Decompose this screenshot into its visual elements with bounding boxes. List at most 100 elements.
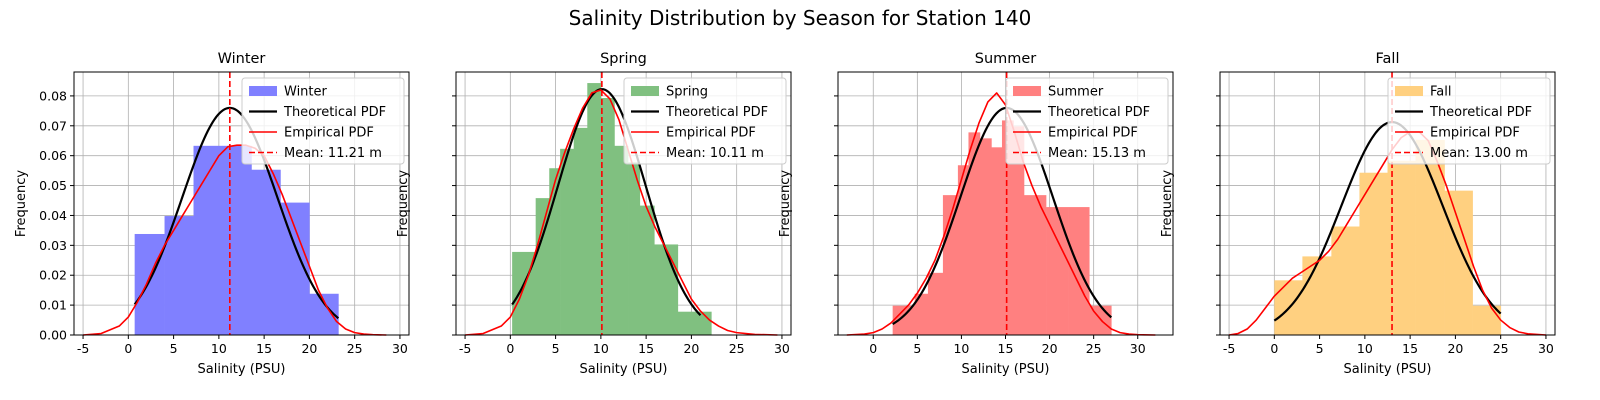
legend-label: Mean: 15.13 m: [1048, 146, 1146, 161]
x-tick-label: 0: [1270, 341, 1278, 356]
y-axis: [452, 95, 456, 336]
legend: Winter Theoretical PDF Empirical PDF Mean: …: [241, 77, 405, 165]
legend: Summer Theoretical PDF Empirical PDF Mean: …: [1005, 77, 1169, 165]
x-tick-label: 30: [392, 341, 408, 356]
histogram-bar: [914, 293, 929, 335]
legend-label: Spring: [666, 85, 708, 100]
legend-box: [1005, 77, 1169, 165]
x-tick-label: 25: [729, 341, 745, 356]
x-tick-label: 5: [552, 341, 560, 356]
legend-swatch: [1013, 86, 1041, 96]
subplot-fall: -5 0 5 10 15 20 25 30 Fall Salinity (PSU) Frequenc…: [1160, 51, 1556, 377]
x-tick-label: 15: [998, 341, 1014, 356]
histogram-bar: [560, 148, 575, 335]
legend-swatch: [249, 86, 277, 96]
histogram-bar: [549, 168, 561, 335]
legend-box: [1387, 77, 1551, 165]
x-axis: -5 0 5 10 15 20 25 30: [1223, 335, 1554, 356]
legend-label: Summer: [1048, 85, 1104, 100]
histogram-bar: [677, 311, 692, 335]
x-axis-label: Salinity (PSU): [962, 362, 1050, 377]
x-tick-label: 25: [1493, 341, 1509, 356]
legend-label: Theoretical PDF: [665, 105, 768, 120]
y-axis-label: Frequency: [396, 170, 411, 237]
subplot-title: Winter: [218, 51, 266, 67]
empirical-pdf-line: [464, 89, 778, 336]
y-tick-label: 0.03: [39, 238, 67, 253]
legend-swatch: [1395, 86, 1423, 96]
x-axis-label: Salinity (PSU): [1344, 362, 1432, 377]
histogram-bar: [639, 205, 655, 335]
empirical-pdf-line: [1228, 130, 1547, 336]
theoretical-pdf-line: [892, 106, 1113, 325]
histogram-bar: [991, 147, 1003, 335]
y-axis: 0.00 0.01 0.02 0.03 0.04 0.05 0.06 0.07 0.08: [39, 88, 74, 343]
x-tick-label: 0: [506, 341, 514, 356]
x-axis: -5 0 5 10 15 20 25 30: [459, 335, 790, 356]
y-tick-label: 0.02: [39, 268, 67, 283]
x-tick-label: 0: [124, 341, 132, 356]
x-tick-label: 10: [1357, 341, 1373, 356]
x-tick-label: 5: [170, 341, 178, 356]
histogram-bar: [927, 272, 944, 335]
histogram-bar: [968, 132, 981, 335]
histogram-bar: [193, 145, 223, 335]
legend-label: Theoretical PDF: [1429, 105, 1532, 120]
x-tick-label: 5: [1316, 341, 1324, 356]
x-tick-label: 10: [593, 341, 609, 356]
histogram-bar: [979, 138, 992, 335]
histogram-bar: [587, 83, 602, 335]
histogram-bar: [1302, 256, 1332, 335]
x-tick-label: 15: [256, 341, 272, 356]
x-axis: -5 0 5 10 15 20 25 30: [77, 335, 408, 356]
histogram-bar: [1331, 226, 1360, 335]
y-tick-label: 0.05: [39, 178, 67, 193]
histogram-bar: [654, 244, 679, 335]
legend-label: Empirical PDF: [284, 126, 374, 141]
y-axis-label: Frequency: [1160, 170, 1175, 237]
x-tick-label: 30: [774, 341, 790, 356]
legend: Fall Theoretical PDF Empirical PDF Mean: 13…: [1387, 77, 1551, 165]
subplot-spring: -5 0 5 10 15 20 25 30 Spring Salinity (PSU) Freque…: [396, 51, 792, 377]
histogram-bar: [251, 169, 281, 335]
histogram-bars: [892, 120, 1112, 335]
legend-label: Theoretical PDF: [283, 105, 386, 120]
legend-label: Mean: 13.00 m: [1430, 146, 1528, 161]
x-tick-label: 20: [1042, 341, 1058, 356]
plot-frame: [455, 71, 792, 336]
histogram-bar: [614, 145, 629, 335]
x-tick-label: 15: [638, 341, 654, 356]
x-tick-label: -5: [459, 341, 471, 356]
y-tick-label: 0.00: [39, 328, 67, 343]
y-tick-label: 0.08: [39, 88, 67, 103]
legend-label: Fall: [1430, 85, 1451, 100]
histogram-bars: [1274, 139, 1501, 335]
subplot-title: Spring: [600, 51, 647, 67]
legend-label: Mean: 11.21 m: [284, 146, 382, 161]
histogram-bar: [1013, 126, 1025, 335]
y-axis: [834, 95, 838, 336]
x-tick-label: 20: [683, 341, 699, 356]
histogram-bar: [535, 198, 550, 335]
legend-swatch: [631, 86, 659, 96]
plot-frame: [73, 71, 410, 336]
y-tick-label: 0.01: [39, 298, 67, 313]
x-tick-label: 15: [1402, 341, 1418, 356]
y-tick-label: 0.04: [39, 208, 67, 223]
y-axis-label: Frequency: [778, 170, 793, 237]
x-tick-label: 30: [1538, 341, 1554, 356]
histogram-bar: [1001, 120, 1014, 335]
x-tick-label: 25: [347, 341, 363, 356]
x-tick-label: 10: [953, 341, 969, 356]
histogram-bar: [892, 305, 915, 335]
legend-label: Empirical PDF: [1048, 126, 1138, 141]
histogram-bar: [957, 165, 969, 335]
subplot-title: Summer: [975, 51, 1037, 67]
x-tick-label: 20: [301, 341, 317, 356]
x-tick-label: -5: [1223, 341, 1235, 356]
histogram-bar: [573, 127, 588, 335]
histogram-bar: [1024, 195, 1037, 335]
histogram-bar: [222, 145, 252, 335]
y-tick-label: 0.06: [39, 148, 67, 163]
histogram-bar: [1036, 195, 1047, 335]
